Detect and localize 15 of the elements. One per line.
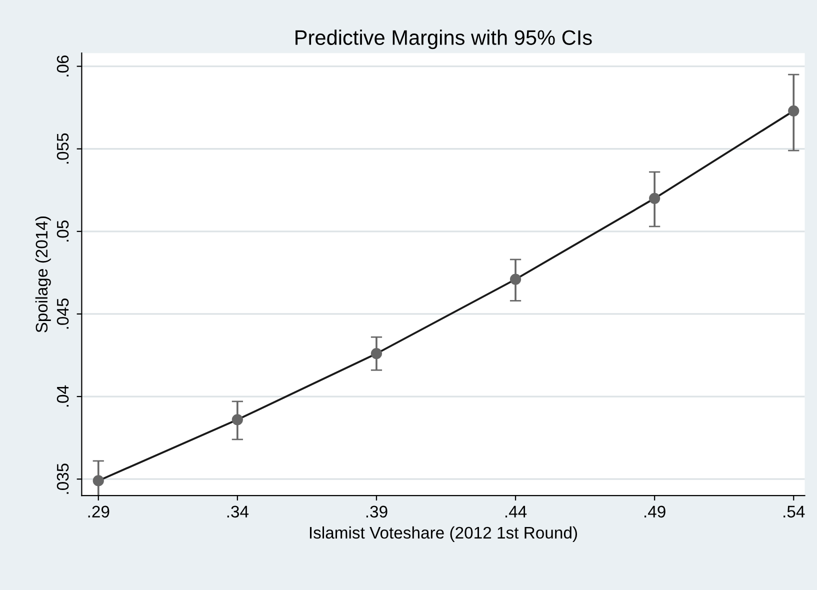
x-tick-label: .39 [366, 506, 388, 518]
y-axis-title: Spoilage (2014) [35, 216, 51, 332]
x-axis-title: Islamist Voteshare (2012 1st Round) [310, 526, 577, 542]
x-tick-label: .44 [505, 506, 527, 518]
y-tick-label: .04 [56, 385, 69, 407]
y-tick-label: .035 [56, 464, 69, 494]
y-tick-label: .055 [56, 133, 69, 164]
y-tick-label: .045 [56, 298, 69, 329]
chart-title: Predictive Margins with 95% CIs [296, 30, 592, 50]
y-tick-label: .05 [56, 220, 69, 242]
x-tick-label: .49 [644, 506, 666, 518]
x-tick-label: .29 [88, 506, 110, 518]
x-tick-label: .54 [784, 506, 805, 518]
x-tick-label: .34 [227, 506, 249, 518]
y-tick-label: .06 [56, 55, 69, 76]
